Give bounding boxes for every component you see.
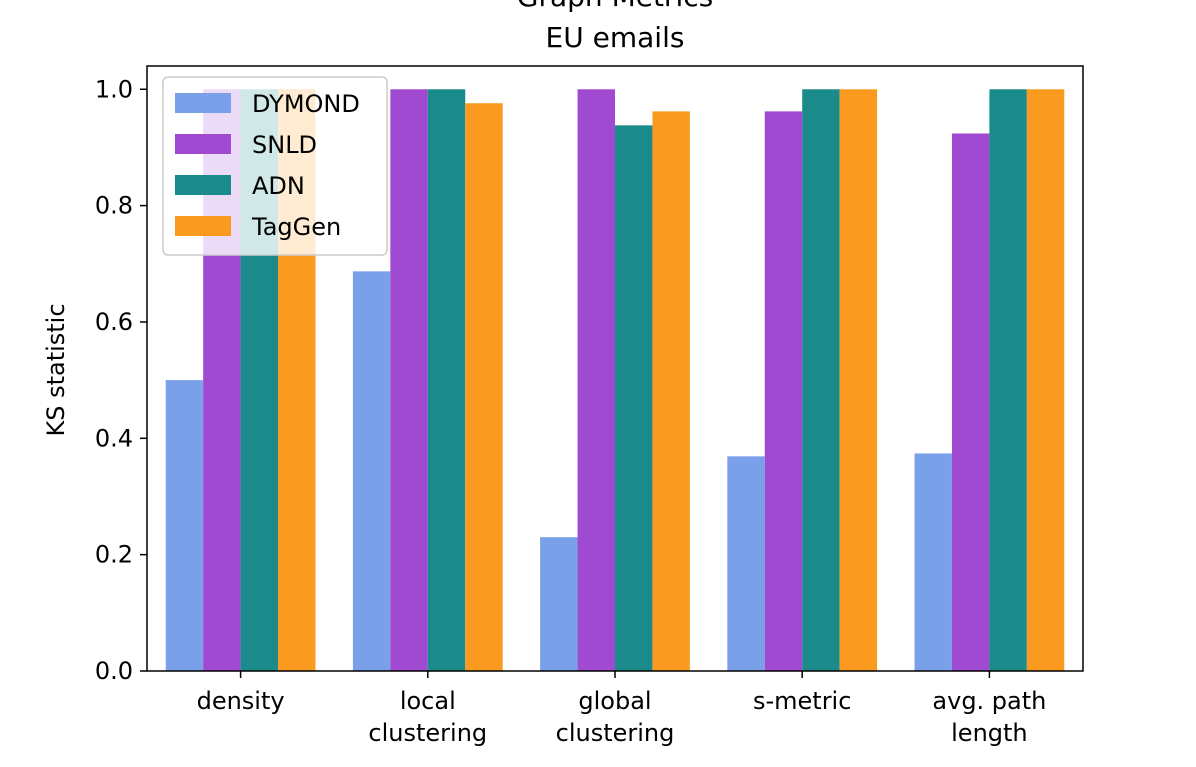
plot-frame	[146, 65, 1084, 672]
legend-swatch-adn	[175, 175, 231, 195]
bar-taggen-avg-path-length	[1026, 89, 1065, 671]
x-tick-label-density: density	[197, 687, 285, 715]
y-tick-label-0-8: 0.8	[95, 192, 133, 220]
bar-adn-s-metric	[802, 89, 840, 671]
chart-title: Graph Metrics	[517, 0, 713, 13]
legend-label-snld: SNLD	[252, 131, 317, 159]
bar-dymond-global-clustering	[540, 537, 578, 671]
legend-label-dymond: DYMOND	[252, 90, 360, 118]
bar-adn-global-clustering	[615, 125, 653, 672]
legend-label-taggen: TagGen	[251, 213, 341, 241]
legend: DYMOND SNLD ADN TagGen	[162, 76, 388, 256]
x-tick-label-s-metric: s-metric	[753, 687, 851, 715]
y-tick-label-0-0: 0.0	[95, 657, 133, 685]
bar-dymond-density	[165, 380, 204, 671]
x-tick-label-local-clustering: local clustering	[368, 687, 487, 747]
legend-swatch-taggen	[175, 216, 231, 236]
bar-adn-avg-path-length	[989, 89, 1027, 671]
bar-snld-global-clustering	[577, 89, 615, 671]
y-tick-label-0-2: 0.2	[95, 541, 133, 569]
bar-snld-avg-path-length	[951, 133, 990, 672]
chart-subtitle: EU emails	[546, 21, 685, 54]
bar-snld-local-clustering	[390, 89, 428, 671]
y-tick-label-1-0: 1.0	[95, 75, 133, 103]
y-tick-label-0-6: 0.6	[95, 308, 133, 336]
y-axis-label: KS statistic	[42, 303, 70, 436]
axes-layer: density local clustering global clustering s-…	[95, 65, 1084, 747]
bar-dymond-avg-path-length	[914, 453, 952, 671]
legend-label-adn: ADN	[252, 172, 305, 200]
bar-snld-s-metric	[764, 111, 803, 672]
x-tick-label-global-clustering: global clustering	[556, 687, 675, 747]
bar-adn-local-clustering	[427, 89, 466, 671]
bar-taggen-global-clustering	[652, 111, 690, 672]
legend-swatch-dymond	[175, 93, 231, 113]
legend-swatch-snld	[175, 134, 231, 154]
bar-dymond-local-clustering	[352, 271, 391, 671]
x-tick-label-avg-path-length: avg. path length	[932, 687, 1046, 747]
bar-dymond-s-metric	[727, 456, 765, 671]
y-tick-label-0-4: 0.4	[95, 424, 133, 452]
bar-taggen-s-metric	[839, 89, 878, 671]
legend-box	[162, 76, 388, 256]
bar-taggen-local-clustering	[465, 103, 503, 672]
